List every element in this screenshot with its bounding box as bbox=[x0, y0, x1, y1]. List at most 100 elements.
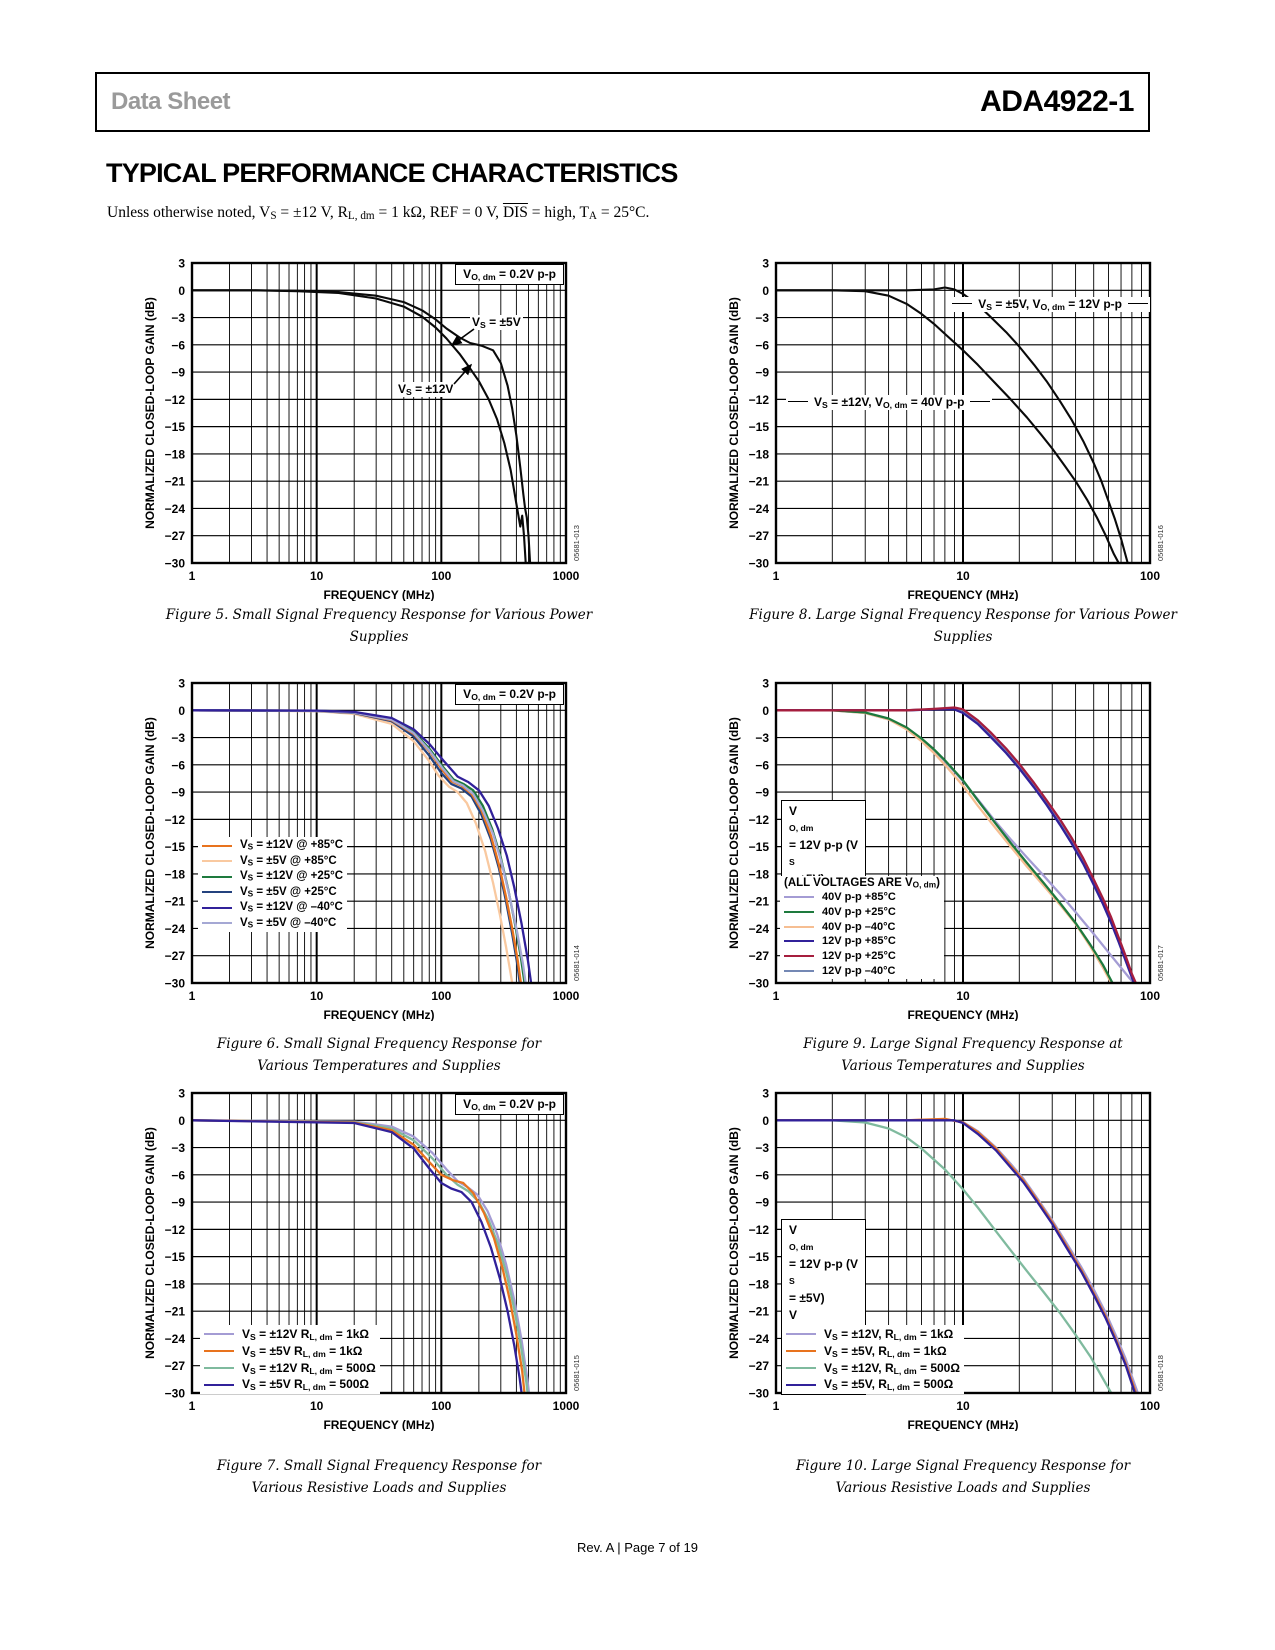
legend-swatch bbox=[784, 896, 814, 898]
legend-item: VS = ±5V RL, dm = 500Ω bbox=[204, 1376, 376, 1393]
figure-8-vs5-label: VS = ±5V, VO, dm = 12V p-p bbox=[950, 297, 1150, 312]
svg-text:1000: 1000 bbox=[553, 1399, 580, 1413]
legend-item: 12V p-p +25°C bbox=[784, 949, 940, 964]
svg-text:1: 1 bbox=[773, 569, 780, 583]
doc-type-label: Data Sheet bbox=[111, 88, 231, 115]
legend-item: VS = ±5V @ –40°C bbox=[202, 916, 343, 932]
svg-text:NORMALIZED CLOSED-LOOP GAIN (d: NORMALIZED CLOSED-LOOP GAIN (dB) bbox=[143, 717, 157, 949]
svg-text:−9: −9 bbox=[755, 786, 769, 800]
figure-8-vs12-label: VS = ±12V, VO, dm = 40V p-p bbox=[786, 395, 993, 410]
svg-text:3: 3 bbox=[762, 677, 769, 691]
legend-label: VS = ±5V @ +25°C bbox=[240, 885, 337, 899]
figure-10-legend: VS = ±12V, RL, dm = 1kΩ VS = ±5V, RL, dm … bbox=[782, 1325, 964, 1395]
svg-text:100: 100 bbox=[1140, 1399, 1160, 1413]
figure-6-vodm-annotation: VO, dm = 0.2V p-p bbox=[455, 684, 564, 705]
figure-8-caption: Figure 8. Large Signal Frequency Respons… bbox=[733, 604, 1193, 648]
svg-text:−15: −15 bbox=[749, 1250, 770, 1264]
legend-swatch bbox=[784, 925, 814, 928]
svg-text:−24: −24 bbox=[165, 1332, 186, 1346]
figure-10-annotation-line1: V O, dm = 12V p-p (V S = ±5V) bbox=[789, 1223, 859, 1305]
legend-item: VS = ±5V, RL, dm = 500Ω bbox=[786, 1376, 960, 1393]
legend-label: VS = ±5V RL, dm = 1kΩ bbox=[242, 1343, 363, 1359]
legend-item: VS = ±12V, RL, dm = 1kΩ bbox=[786, 1326, 960, 1343]
svg-text:3: 3 bbox=[178, 677, 185, 691]
figure-8: −30 −27 −24 −21 −18 −15 −12 −9 −6 −3 0 3 1 10 100 FREQU… bbox=[724, 253, 1194, 602]
svg-text:0: 0 bbox=[762, 1114, 769, 1128]
page-footer: Rev. A | Page 7 of 19 bbox=[577, 1540, 698, 1555]
svg-text:−24: −24 bbox=[165, 922, 186, 936]
caption-line: Various Resistive Loads and Supplies bbox=[835, 1480, 1091, 1496]
legend-label: VS = ±5V, RL, dm = 500Ω bbox=[824, 1377, 954, 1393]
svg-text:1000: 1000 bbox=[553, 989, 580, 1003]
caption-line: Figure 10. Large Signal Frequency Respon… bbox=[795, 1458, 1131, 1474]
svg-text:−30: −30 bbox=[749, 977, 770, 991]
svg-text:1: 1 bbox=[773, 989, 780, 1003]
figure-5-vs12-label: VS = ±12V bbox=[396, 382, 456, 397]
figure-7-vodm-annotation: VO, dm = 0.2V p-p bbox=[455, 1094, 564, 1115]
svg-text:05681-016: 05681-016 bbox=[1156, 525, 1165, 561]
svg-text:10: 10 bbox=[956, 1399, 970, 1413]
legend-swatch bbox=[202, 906, 232, 909]
legend-header: (ALL VOLTAGES ARE VO, dm) bbox=[784, 877, 940, 890]
svg-text:−9: −9 bbox=[171, 1196, 185, 1210]
svg-text:−21: −21 bbox=[749, 475, 770, 489]
legend-item: 40V p-p –40°C bbox=[784, 919, 940, 934]
legend-swatch bbox=[786, 1350, 816, 1353]
svg-text:−21: −21 bbox=[749, 895, 770, 909]
svg-text:−27: −27 bbox=[165, 529, 186, 543]
svg-text:NORMALIZED CLOSED-LOOP GAIN (d: NORMALIZED CLOSED-LOOP GAIN (dB) bbox=[727, 1127, 741, 1359]
svg-text:100: 100 bbox=[1140, 569, 1160, 583]
svg-text:−3: −3 bbox=[755, 311, 769, 325]
legend-item: VS = ±12V @ +25°C bbox=[202, 869, 343, 885]
figure-9-caption: Figure 9. Large Signal Frequency Respons… bbox=[733, 1033, 1193, 1077]
legend-swatch bbox=[202, 922, 232, 925]
caption-line: Figure 7. Small Signal Frequency Respons… bbox=[216, 1458, 542, 1474]
svg-text:−21: −21 bbox=[165, 1305, 186, 1319]
svg-text:0: 0 bbox=[762, 284, 769, 298]
legend-label: 12V p-p –40°C bbox=[822, 964, 896, 977]
svg-text:FREQUENCY (MHz): FREQUENCY (MHz) bbox=[907, 1418, 1018, 1431]
legend-swatch bbox=[784, 969, 814, 972]
svg-text:100: 100 bbox=[431, 989, 451, 1003]
figure-5-caption: Figure 5. Small Signal Frequency Respons… bbox=[149, 604, 609, 648]
svg-text:−27: −27 bbox=[749, 1359, 770, 1373]
svg-text:−6: −6 bbox=[755, 1168, 769, 1182]
caption-line: Various Resistive Loads and Supplies bbox=[251, 1480, 507, 1496]
legend-label: 40V p-p +85°C bbox=[822, 891, 896, 903]
legend-swatch bbox=[204, 1383, 234, 1386]
caption-line: Figure 9. Large Signal Frequency Respons… bbox=[803, 1036, 1123, 1052]
legend-label: VS = ±5V @ –40°C bbox=[240, 916, 337, 930]
legend-swatch bbox=[786, 1383, 816, 1386]
svg-text:−3: −3 bbox=[755, 731, 769, 745]
svg-text:0: 0 bbox=[178, 1114, 185, 1128]
legend-label: VS = ±12V @ +25°C bbox=[240, 870, 344, 884]
svg-text:NORMALIZED CLOSED-LOOP GAIN (d: NORMALIZED CLOSED-LOOP GAIN (dB) bbox=[727, 297, 741, 529]
svg-text:−6: −6 bbox=[171, 758, 185, 772]
legend-item: VS = ±5V @ +25°C bbox=[202, 885, 343, 901]
svg-text:05681-014: 05681-014 bbox=[572, 945, 581, 981]
svg-text:−18: −18 bbox=[165, 867, 186, 881]
legend-swatch bbox=[786, 1366, 816, 1369]
svg-text:100: 100 bbox=[431, 569, 451, 583]
legend-label: 40V p-p +25°C bbox=[822, 905, 896, 918]
figure-9: −30 −27 −24 −21 −18 −15 −12 −9 −6 −3 0 3 1 10 100 FREQU… bbox=[724, 673, 1194, 1022]
legend-label: VS = ±12V RL, dm = 500Ω bbox=[242, 1360, 376, 1376]
figure-7-caption: Figure 7. Small Signal Frequency Respons… bbox=[149, 1455, 609, 1499]
svg-text:3: 3 bbox=[178, 1087, 185, 1101]
svg-text:1000: 1000 bbox=[553, 569, 580, 583]
svg-text:−21: −21 bbox=[165, 895, 186, 909]
legend-label: VS = ±5V RL, dm = 500Ω bbox=[242, 1377, 370, 1393]
figure-7-legend: VS = ±12V RL, dm = 1kΩ VS = ±5V RL, dm = … bbox=[200, 1325, 380, 1395]
svg-text:−15: −15 bbox=[749, 840, 770, 854]
svg-text:−24: −24 bbox=[749, 922, 770, 936]
legend-item: 12V p-p –40°C bbox=[784, 964, 940, 979]
svg-text:−3: −3 bbox=[171, 731, 185, 745]
figure-6-legend: VS = ±12V @ +85°C VS = ±5V @ +85°C VS = ±1… bbox=[198, 837, 348, 932]
svg-text:05681-013: 05681-013 bbox=[572, 525, 581, 561]
svg-text:−6: −6 bbox=[171, 1168, 185, 1182]
svg-text:−21: −21 bbox=[749, 1305, 770, 1319]
svg-text:−12: −12 bbox=[165, 1223, 186, 1237]
